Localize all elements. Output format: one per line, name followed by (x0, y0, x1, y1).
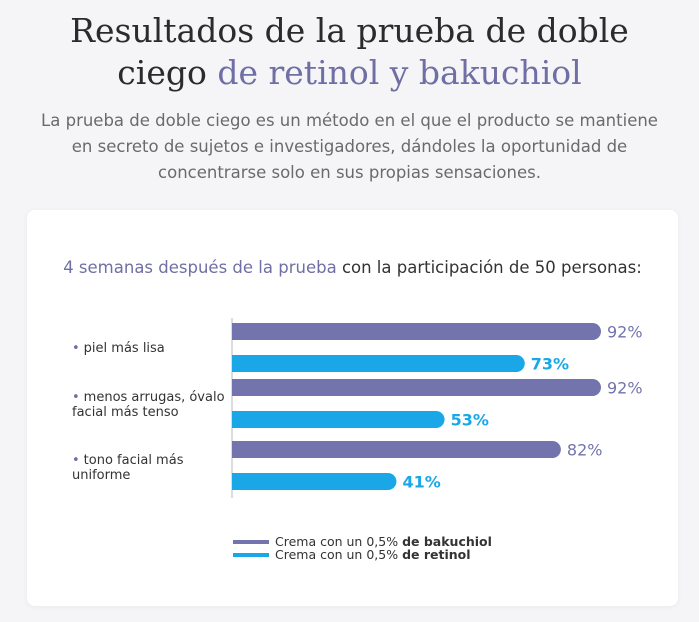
value-label-bakuchiol-2: 92% (607, 379, 643, 398)
value-label-retinol-1: 73% (531, 355, 569, 374)
chart-card: 4 semanas después de la prueba con la pa… (27, 210, 678, 606)
category-label-1: • piel más lisa (72, 341, 165, 356)
chart-title: 4 semanas después de la prueba con la pa… (27, 258, 678, 277)
title-line-1: Resultados de la prueba de doble (70, 11, 629, 50)
bullet-dot: • (72, 341, 80, 356)
bar-retinol-3 (232, 473, 397, 490)
intro-text: La prueba de doble ciego es un método en… (41, 111, 658, 182)
page-title: Resultados de la prueba de doble ciego d… (0, 10, 699, 94)
category-label-3: • tono facial más uniforme (72, 453, 184, 483)
bar-retinol-1 (232, 355, 525, 372)
legend-item-retinol: Crema con un 0,5% de retinol (233, 547, 492, 562)
title-line-2: ciego de retinol y bakuchiol (0, 52, 699, 94)
value-label-retinol-2: 53% (451, 411, 489, 430)
legend-swatch-retinol (233, 552, 269, 557)
title-accent: de retinol y bakuchiol (217, 53, 582, 92)
chart-title-rest: con la participación de 50 personas: (341, 258, 642, 277)
chart-title-accent: 4 semanas después de la prueba (63, 258, 337, 277)
bullet-dot: • (72, 453, 80, 468)
category-label-2: • menos arrugas, óvalo facial más tenso (72, 390, 225, 420)
value-label-bakuchiol-3: 82% (567, 441, 603, 460)
title-plain: ciego (117, 53, 207, 92)
bar-bakuchiol-2 (232, 379, 601, 396)
bar-bakuchiol-3 (232, 441, 561, 458)
bar-bakuchiol-1 (232, 323, 601, 340)
bar-chart: 92% 73% 92% 53% 82% 41% (231, 318, 643, 498)
value-label-bakuchiol-1: 92% (607, 323, 643, 342)
bullet-dot: • (72, 390, 80, 405)
value-label-retinol-3: 41% (402, 473, 440, 492)
legend-item-bakuchiol: Crema con un 0,5% de bakuchiol (233, 534, 492, 549)
legend-swatch-bakuchiol (233, 539, 269, 544)
legend: Crema con un 0,5% de bakuchiol Crema con… (233, 534, 492, 562)
bar-retinol-2 (232, 411, 445, 428)
